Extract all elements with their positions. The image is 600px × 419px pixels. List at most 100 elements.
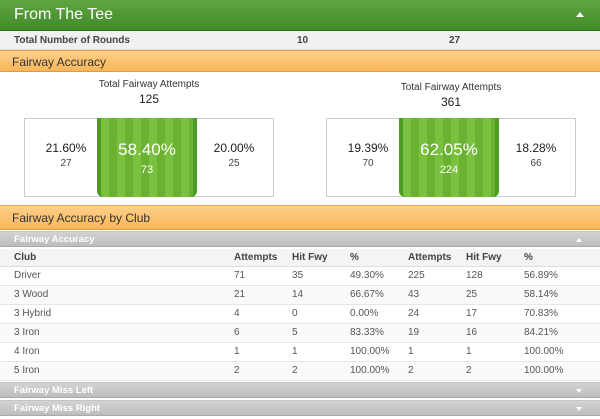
col-club: Club bbox=[0, 249, 234, 267]
cell: 2 bbox=[408, 361, 466, 381]
table-row: 5 Iron 2 2 100.00% 2 2 100.00% bbox=[0, 361, 600, 381]
total-rounds-label: Total Number of Rounds bbox=[14, 35, 130, 46]
col-attempts: Attempts bbox=[408, 249, 466, 267]
section-label: Fairway Miss Right bbox=[14, 403, 101, 414]
total-rounds-value-a: 10 bbox=[297, 35, 309, 46]
miss-left-count: 27 bbox=[60, 158, 72, 169]
fairway-card-2: Total Fairway Attempts 361 19.39% 70 62.… bbox=[326, 79, 576, 207]
section-fairway-accuracy[interactable]: Fairway Accuracy bbox=[0, 231, 600, 247]
section-label: Fairway Accuracy bbox=[14, 234, 95, 245]
cell: 128 bbox=[466, 266, 524, 286]
cell: 3 Hybrid bbox=[0, 304, 234, 324]
col-hit-fwy: Hit Fwy bbox=[466, 249, 524, 267]
fairway-accuracy-by-club-bar: Fairway Accuracy by Club bbox=[0, 205, 600, 230]
collapse-caret-icon[interactable] bbox=[576, 12, 584, 17]
expand-caret-icon[interactable] bbox=[576, 407, 582, 411]
col-pct: % bbox=[524, 249, 600, 267]
collapse-caret-icon[interactable] bbox=[576, 238, 582, 242]
table-row: Driver 71 35 49.30% 225 128 56.89% bbox=[0, 266, 600, 286]
cell: 56.89% bbox=[524, 266, 600, 286]
cell: 17 bbox=[466, 304, 524, 324]
section-fairway-miss-right[interactable]: Fairway Miss Right bbox=[0, 400, 600, 416]
card-label: Total Fairway Attempts bbox=[400, 82, 502, 93]
cell: 49.30% bbox=[350, 266, 408, 286]
total-rounds-value-b: 27 bbox=[449, 35, 461, 46]
cell: 0 bbox=[292, 304, 350, 324]
total-rounds-row: Total Number of Rounds 10 27 bbox=[0, 31, 600, 50]
miss-left: 19.39% 70 bbox=[333, 141, 403, 169]
cell: 25 bbox=[466, 285, 524, 305]
cell: 16 bbox=[466, 323, 524, 343]
miss-left: 21.60% 27 bbox=[31, 141, 101, 169]
cell: 0.00% bbox=[350, 304, 408, 324]
cell: 71 bbox=[234, 266, 292, 286]
cell: 100.00% bbox=[350, 361, 408, 381]
col-hit-fwy: Hit Fwy bbox=[292, 249, 350, 267]
cell: 5 bbox=[292, 323, 350, 343]
cell: 1 bbox=[292, 342, 350, 362]
cell: 2 bbox=[292, 361, 350, 381]
cell: Driver bbox=[0, 266, 234, 286]
cell: 21 bbox=[234, 285, 292, 305]
cell: 43 bbox=[408, 285, 466, 305]
cell: 14 bbox=[292, 285, 350, 305]
col-pct: % bbox=[350, 249, 408, 267]
from-the-tee-header[interactable]: From The Tee bbox=[0, 0, 600, 31]
fairway-accuracy-bar: Fairway Accuracy bbox=[0, 50, 600, 72]
card-label: Total Fairway Attempts bbox=[98, 79, 200, 90]
cell: 2 bbox=[466, 361, 524, 381]
fairway-graphic: 19.39% 70 62.05% 224 18.28% 66 bbox=[326, 118, 576, 197]
expand-caret-icon[interactable] bbox=[576, 389, 582, 393]
club-table: Club Attempts Hit Fwy % Attempts Hit Fwy… bbox=[0, 249, 600, 381]
fairway-hit-pct: 58.40% bbox=[118, 140, 176, 159]
miss-left-count: 70 bbox=[362, 158, 374, 169]
cell: 2 bbox=[234, 361, 292, 381]
by-club-title: Fairway Accuracy by Club bbox=[12, 211, 151, 225]
col-attempts: Attempts bbox=[234, 249, 292, 267]
fairway-accuracy-title: Fairway Accuracy bbox=[12, 55, 107, 69]
cell: 24 bbox=[408, 304, 466, 324]
card-total: 125 bbox=[138, 92, 160, 106]
miss-right-pct: 20.00% bbox=[213, 141, 255, 155]
cell: 4 Iron bbox=[0, 342, 234, 362]
cell: 3 Wood bbox=[0, 285, 234, 305]
fairway-hit: 58.40% 73 bbox=[97, 118, 197, 197]
cell: 19 bbox=[408, 323, 466, 343]
cell: 83.33% bbox=[350, 323, 408, 343]
cell: 66.67% bbox=[350, 285, 408, 305]
cell: 1 bbox=[408, 342, 466, 362]
cell: 4 bbox=[234, 304, 292, 324]
card-total: 361 bbox=[440, 95, 462, 109]
table-row: 3 Iron 6 5 83.33% 19 16 84.21% bbox=[0, 323, 600, 343]
table-row: 4 Iron 1 1 100.00% 1 1 100.00% bbox=[0, 342, 600, 362]
cell: 1 bbox=[466, 342, 524, 362]
section-title: From The Tee bbox=[14, 6, 114, 23]
miss-left-pct: 21.60% bbox=[45, 141, 87, 155]
fairway-hit-count: 73 bbox=[140, 164, 154, 176]
miss-right-count: 25 bbox=[228, 158, 240, 169]
section-label: Fairway Miss Left bbox=[14, 385, 94, 396]
cell: 5 Iron bbox=[0, 361, 234, 381]
table-row: 3 Wood 21 14 66.67% 43 25 58.14% bbox=[0, 285, 600, 305]
fairway-card-1: Total Fairway Attempts 125 21.60% 27 58.… bbox=[24, 79, 274, 207]
cell: 100.00% bbox=[524, 361, 600, 381]
table-row: 3 Hybrid 4 0 0.00% 24 17 70.83% bbox=[0, 304, 600, 324]
miss-right-pct: 18.28% bbox=[515, 141, 557, 155]
miss-right-count: 66 bbox=[530, 158, 542, 169]
table-header-row: Club Attempts Hit Fwy % Attempts Hit Fwy… bbox=[0, 249, 600, 267]
cell: 100.00% bbox=[350, 342, 408, 362]
cell: 35 bbox=[292, 266, 350, 286]
cell: 84.21% bbox=[524, 323, 600, 343]
cell: 1 bbox=[234, 342, 292, 362]
miss-right: 18.28% 66 bbox=[501, 141, 571, 169]
cell: 3 Iron bbox=[0, 323, 234, 343]
miss-left-pct: 19.39% bbox=[347, 141, 389, 155]
section-fairway-miss-left[interactable]: Fairway Miss Left bbox=[0, 382, 600, 398]
fairway-hit-pct: 62.05% bbox=[420, 140, 478, 159]
fairway-hit: 62.05% 224 bbox=[399, 118, 499, 197]
cell: 58.14% bbox=[524, 285, 600, 305]
cell: 225 bbox=[408, 266, 466, 286]
fairway-hit-count: 224 bbox=[439, 164, 459, 176]
cell: 6 bbox=[234, 323, 292, 343]
cell: 70.83% bbox=[524, 304, 600, 324]
